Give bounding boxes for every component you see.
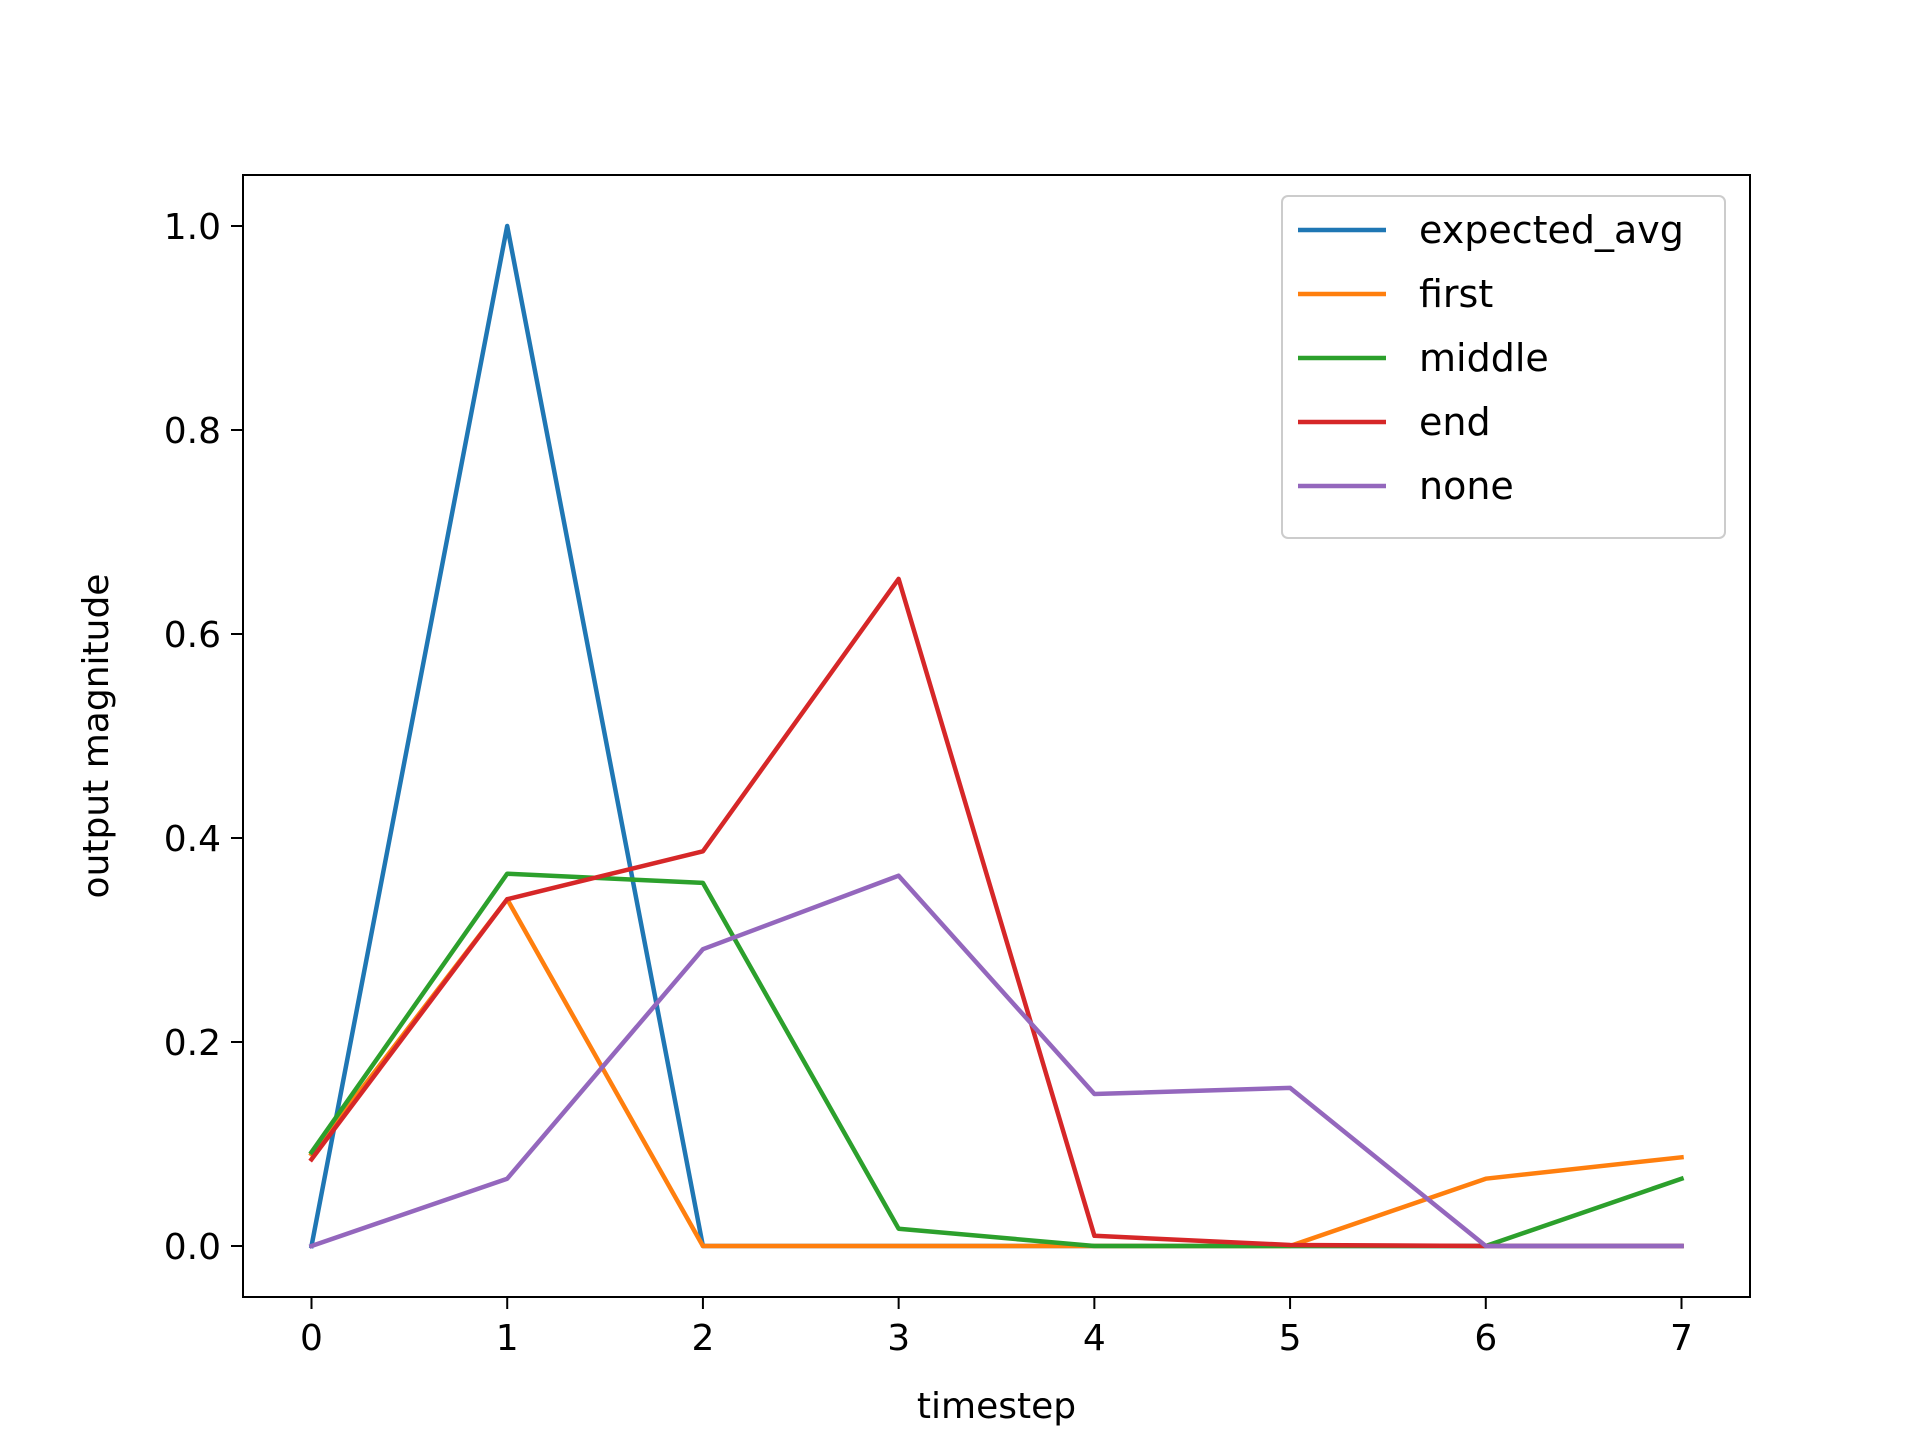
- x-tick-label-4: 4: [1083, 1318, 1106, 1359]
- x-tick-label-3: 3: [887, 1318, 910, 1359]
- y-tick-label-0.2: 0.2: [164, 1023, 221, 1064]
- y-axis-label: output magnitude: [76, 574, 117, 899]
- x-tick-label-0: 0: [300, 1318, 323, 1359]
- legend-label-expected_avg: expected_avg: [1419, 208, 1684, 252]
- x-tick-label-2: 2: [691, 1318, 714, 1359]
- x-tick-label-5: 5: [1279, 1318, 1302, 1359]
- y-tick-label-1.0: 1.0: [164, 207, 221, 248]
- legend-label-first: first: [1419, 272, 1493, 316]
- y-tick-label-0.0: 0.0: [164, 1227, 221, 1268]
- series-line-none: [308, 873, 1684, 1249]
- plot-lines: [308, 223, 1685, 1249]
- x-tick-label-1: 1: [496, 1318, 519, 1359]
- series-line-first: [308, 896, 1684, 1249]
- legend-label-none: none: [1419, 464, 1514, 508]
- plot-frame: [242, 174, 1751, 1298]
- series-line-end: [308, 576, 1684, 1249]
- x-axis-label: timestep: [917, 1386, 1076, 1427]
- y-tick-label-0.4: 0.4: [164, 819, 221, 860]
- legend-label-end: end: [1419, 400, 1491, 444]
- x-tick-label-7: 7: [1670, 1318, 1693, 1359]
- x-tick-label-6: 6: [1474, 1318, 1497, 1359]
- legend-label-middle: middle: [1419, 336, 1549, 380]
- legend-box: [1281, 195, 1726, 539]
- y-tick-label-0.6: 0.6: [164, 615, 221, 656]
- y-axis: 0.0 0.2 0.4 0.6 0.8 1.0: [164, 207, 243, 1268]
- y-tick-label-0.8: 0.8: [164, 411, 221, 452]
- x-axis: 0 1 2 3 4 5 6 7: [300, 1297, 1693, 1359]
